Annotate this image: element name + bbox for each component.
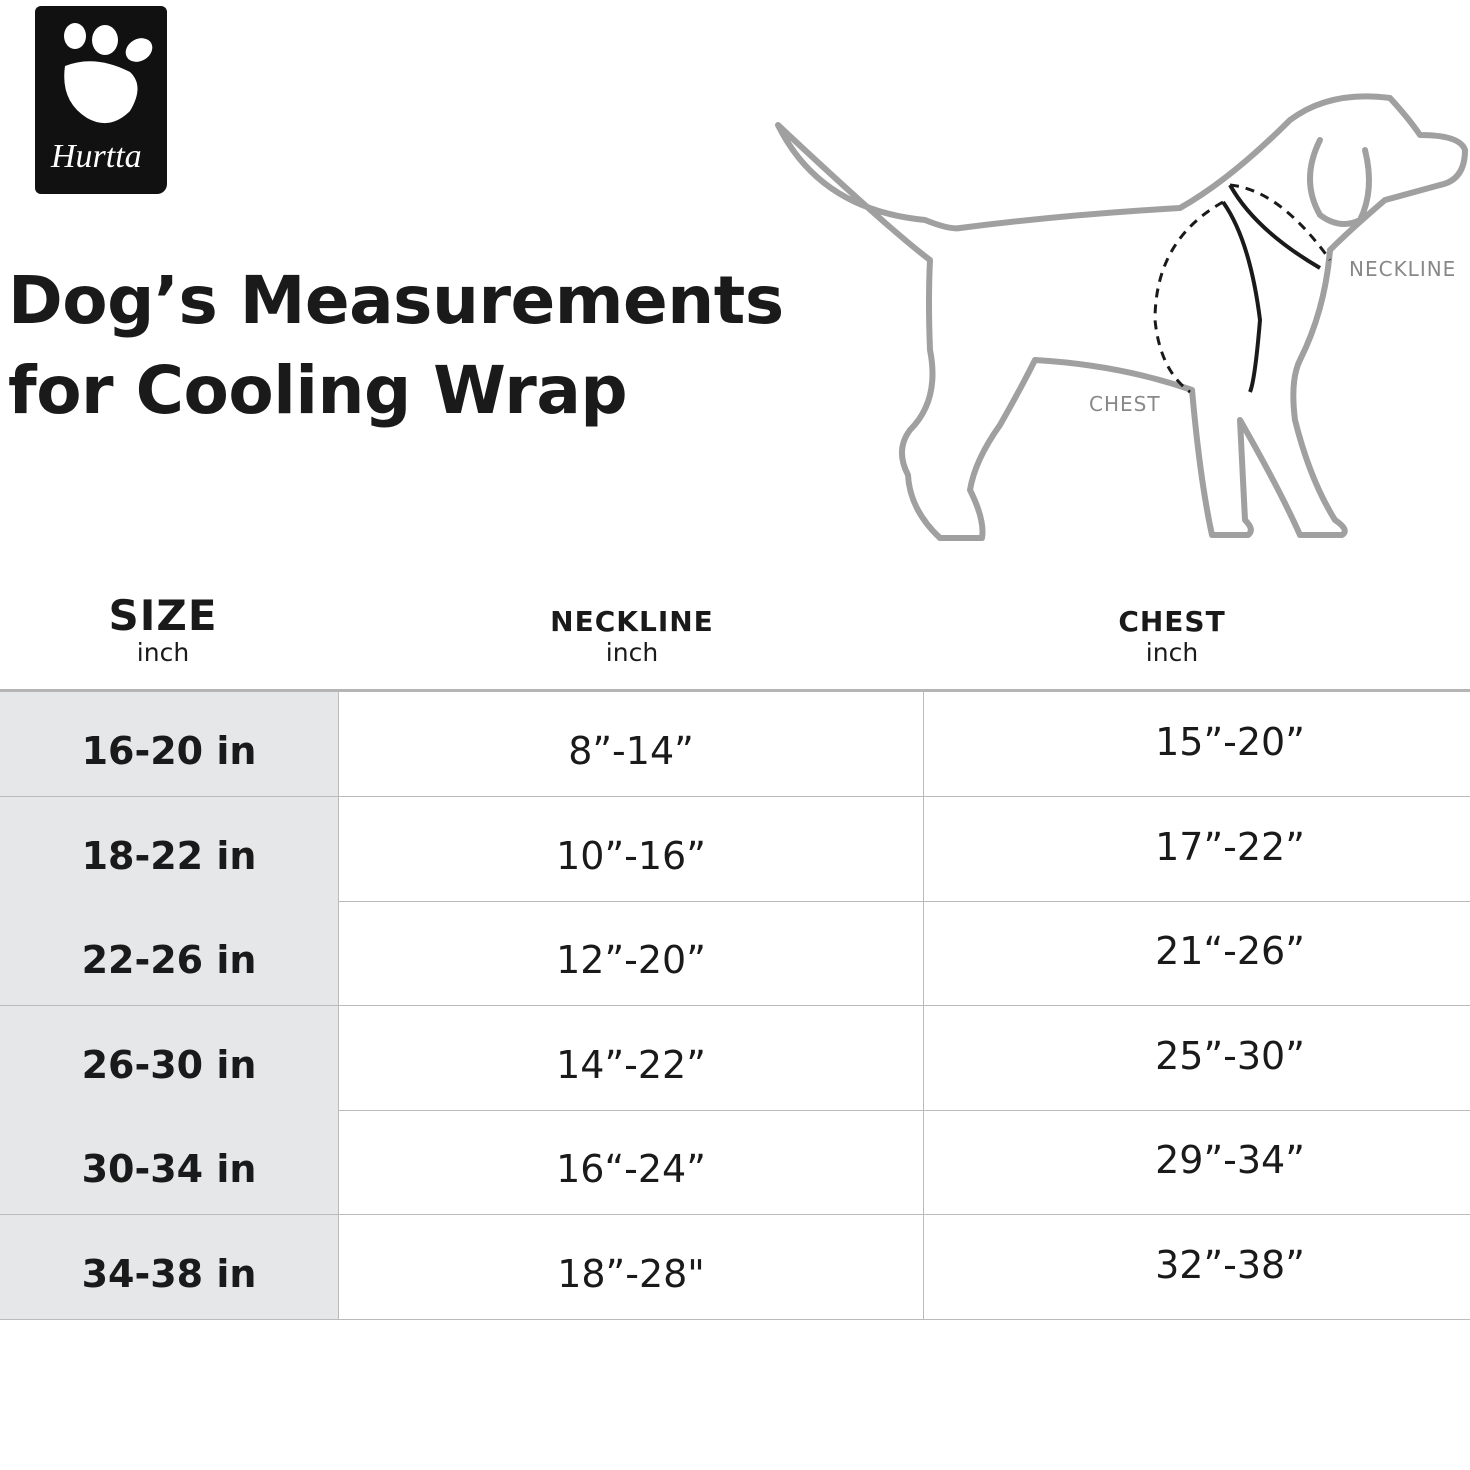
dog-diagram [775, 93, 1468, 541]
table-cell: 16“-24” [338, 1110, 923, 1214]
title-line: for Cooling Wrap [8, 352, 628, 429]
table-cell: 14”-22” [338, 1005, 923, 1110]
column-header: CHEST inch [1022, 606, 1322, 668]
table-row: 18-22 in 10”-16” 17”-22” [0, 796, 1470, 902]
paw-icon [64, 23, 153, 124]
column-header: SIZE inch [13, 594, 313, 668]
table-cell: 16-20 in [0, 692, 338, 796]
table-cell: 18-22 in [0, 796, 338, 901]
column-title: CHEST [1118, 605, 1226, 638]
column-unit: inch [1145, 638, 1199, 667]
table-row: 16-20 in 8”-14” 15”-20” [0, 692, 1470, 797]
column-title: NECKLINE [550, 605, 714, 638]
title-line: Dog’s Measurements [8, 262, 784, 339]
column-unit: inch [605, 638, 659, 667]
table-cell: 25”-30” [923, 1005, 1470, 1110]
table-cell: 17”-22” [923, 796, 1470, 901]
logo-text: Hurtta [51, 138, 142, 175]
table-cell: 8”-14” [338, 692, 923, 796]
logo: Hurtta [35, 6, 167, 194]
table-cell: 34-38 in [0, 1214, 338, 1319]
table-row: 34-38 in 18”-28" 32”-38” [0, 1214, 1470, 1320]
table-cell: 10”-16” [338, 796, 923, 901]
table-row: 30-34 in 16“-24” 29”-34” [0, 1110, 1470, 1215]
diagram-label: NECKLINE [1349, 257, 1457, 281]
column-unit: inch [136, 638, 190, 667]
table-cell: 15”-20” [923, 692, 1470, 796]
table-cell: 18”-28" [338, 1214, 923, 1319]
header-divider [0, 689, 1470, 692]
table-cell: 32”-38” [923, 1214, 1470, 1319]
table-row: 22-26 in 12”-20” 21“-26” [0, 901, 1470, 1006]
diagram-label: CHEST [1089, 392, 1161, 416]
table-cell: 26-30 in [0, 1005, 338, 1110]
table-cell: 12”-20” [338, 901, 923, 1005]
column-header: NECKLINE inch [482, 606, 782, 668]
table-cell: 30-34 in [0, 1110, 338, 1214]
table-cell: 29”-34” [923, 1110, 1470, 1214]
table-cell: 21“-26” [923, 901, 1470, 1005]
column-title: SIZE [108, 591, 218, 640]
table-row: 26-30 in 14”-22” 25”-30” [0, 1005, 1470, 1111]
table-cell: 22-26 in [0, 901, 338, 1005]
